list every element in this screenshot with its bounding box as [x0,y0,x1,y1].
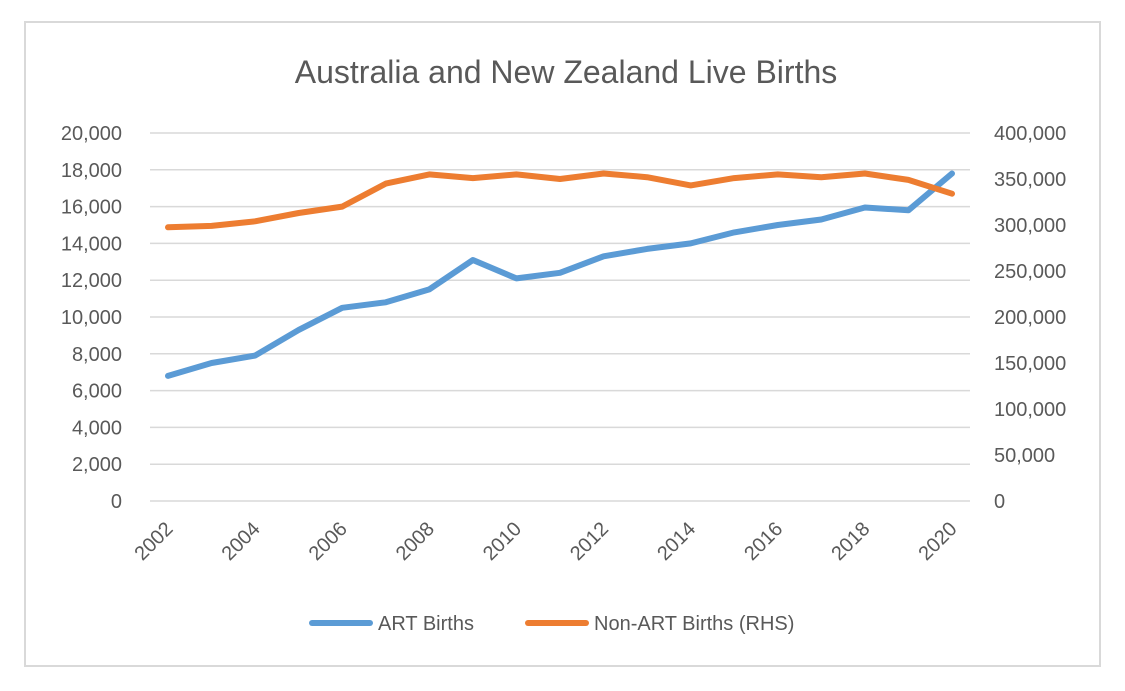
left-tick-label: 2,000 [72,454,122,476]
x-tick-label: 2002 [131,518,178,565]
x-tick-label: 2018 [827,518,874,565]
left-tick-label: 8,000 [72,344,122,366]
x-tick-label: 2004 [218,518,265,565]
right-tick-label: 0 [994,491,1005,513]
series-lines [165,170,955,379]
left-tick-label: 12,000 [61,270,122,292]
x-tick-label: 2006 [305,518,352,565]
left-tick-label: 6,000 [72,381,122,403]
legend-label: Non-ART Births (RHS) [594,613,794,635]
right-tick-label: 150,000 [994,353,1066,375]
right-tick-label: 250,000 [994,261,1066,283]
gridlines [150,132,970,502]
x-axis-ticks: 2002 2004 2006 2008 2010 2012 2014 2016 2018 2020 [131,518,962,565]
x-tick-label: 2010 [479,518,526,565]
right-tick-label: 350,000 [994,169,1066,191]
right-tick-label: 400,000 [994,123,1066,145]
right-tick-label: 50,000 [994,445,1055,467]
right-tick-label: 300,000 [994,215,1066,237]
left-axis-ticks: 0 2,000 4,000 6,000 8,000 10,000 12,000 14,000 1… [61,123,122,513]
chart-frame [24,21,1101,667]
left-tick-label: 18,000 [61,160,122,182]
left-tick-label: 14,000 [61,233,122,255]
x-tick-label: 2014 [653,518,700,565]
left-tick-label: 0 [111,491,122,513]
legend: ART Births Non-ART Births (RHS) [309,613,794,635]
x-tick-label: 2016 [740,518,787,565]
right-axis-ticks: 0 50,000 100,000 150,000 200,000 250,000 300,0… [994,123,1066,513]
series-line-art-births [165,170,955,379]
left-tick-label: 10,000 [61,307,122,329]
chart-title: Australia and New Zealand Live Births [295,54,838,90]
x-tick-label: 2012 [566,518,613,565]
series-line-non-art-births-rhs [165,170,955,231]
left-tick-label: 4,000 [72,417,122,439]
right-tick-label: 200,000 [994,307,1066,329]
left-tick-label: 20,000 [61,123,122,145]
legend-label: ART Births [378,613,474,635]
x-tick-label: 2008 [392,518,439,565]
x-tick-label: 2020 [915,518,962,565]
left-tick-label: 16,000 [61,197,122,219]
right-tick-label: 100,000 [994,399,1066,421]
